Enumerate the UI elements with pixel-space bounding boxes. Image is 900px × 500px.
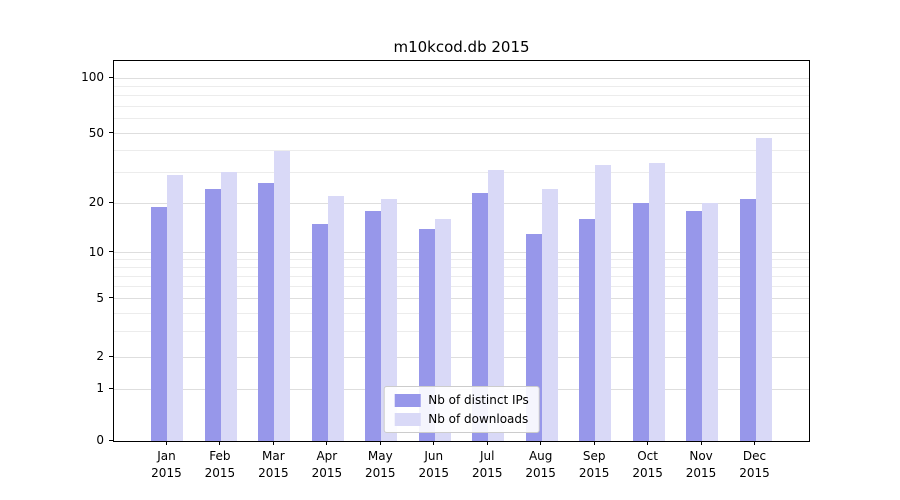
legend: Nb of distinct IPs Nb of downloads	[383, 386, 540, 433]
bar-downloads-apr	[327, 195, 344, 441]
bar-downloads-nov	[702, 203, 719, 441]
bar-downloads-jan	[167, 174, 184, 441]
bar-downloads-oct	[648, 162, 665, 441]
x-tick-year: 2015	[418, 466, 450, 480]
x-tick-year: 2015	[151, 466, 182, 480]
y-tick-label: 20	[88, 195, 104, 210]
x-tick-label: Jul 2015	[452, 448, 522, 482]
minor-gridline	[114, 259, 809, 261]
minor-gridline	[114, 267, 809, 269]
legend-label: Nb of distinct IPs	[428, 393, 529, 407]
x-tick-year: 2015	[578, 466, 610, 480]
x-tick-month: Mar	[262, 449, 285, 463]
legend-item: Nb of distinct IPs	[394, 393, 529, 407]
bar-distinct-ips-mar	[258, 183, 275, 441]
bar-downloads-feb	[220, 172, 237, 441]
x-tick-month: Oct	[637, 449, 658, 463]
bar-downloads-dec	[755, 138, 772, 441]
x-tick-year: 2015	[525, 466, 556, 480]
major-gridline	[114, 252, 809, 254]
minor-gridline	[114, 86, 809, 88]
bar-downloads-aug	[541, 189, 558, 441]
x-tick-label: Oct 2015	[613, 448, 683, 482]
minor-gridline	[114, 106, 809, 108]
x-tick-year: 2015	[685, 466, 717, 480]
x-tick-month: Jul	[479, 449, 495, 463]
plot-area: Nb of distinct IPs Nb of downloads	[113, 60, 810, 442]
x-tick-month: Dec	[742, 449, 767, 463]
chart-title: m10kcod.db 2015	[393, 38, 530, 56]
bar-distinct-ips-nov	[686, 210, 703, 441]
x-tick-label: Jan 2015	[131, 448, 201, 482]
minor-gridline	[114, 276, 809, 278]
legend-item: Nb of downloads	[394, 412, 529, 426]
bar-downloads-sep	[595, 165, 612, 441]
x-tick-month: Feb	[209, 449, 231, 463]
x-tick-label: Dec 2015	[720, 448, 790, 482]
bar-distinct-ips-may	[365, 210, 382, 441]
minor-gridline	[114, 171, 809, 173]
legend-swatch-icon	[394, 393, 421, 407]
y-tick-label: 1	[96, 381, 104, 396]
bar-distinct-ips-apr	[311, 223, 328, 441]
x-tick-label: Apr 2015	[292, 448, 362, 482]
bar-distinct-ips-dec	[739, 199, 756, 441]
minor-gridline	[114, 312, 809, 314]
major-gridline	[114, 77, 809, 79]
x-tick-label: Aug 2015	[506, 448, 576, 482]
y-tick-label: 0	[96, 433, 104, 447]
bar-distinct-ips-sep	[579, 219, 596, 441]
minor-gridline	[114, 286, 809, 288]
y-tick-label: 100	[81, 70, 104, 85]
y-tick-label: 2	[96, 349, 104, 364]
x-tick-month: Apr	[316, 449, 338, 463]
x-tick-label: Sep 2015	[559, 448, 629, 482]
legend-swatch-icon	[394, 412, 421, 426]
bar-distinct-ips-jul	[472, 192, 489, 441]
minor-gridline	[114, 331, 809, 332]
x-tick-year: 2015	[365, 466, 396, 480]
minor-gridline	[114, 118, 809, 120]
major-gridline	[114, 298, 809, 300]
x-tick-month: May	[367, 449, 393, 463]
bar-distinct-ips-oct	[632, 203, 649, 441]
x-tick-month: Jun	[424, 449, 444, 463]
minor-gridline	[114, 95, 809, 97]
x-tick-label: Nov 2015	[666, 448, 736, 482]
x-tick-year: 2015	[632, 466, 663, 480]
y-tick-label: 10	[88, 244, 104, 259]
x-tick-year: 2015	[204, 466, 236, 480]
x-tick-month: Nov	[689, 449, 713, 463]
x-tick-month: Aug	[528, 449, 553, 463]
x-tick-label: May 2015	[345, 448, 415, 482]
legend-label: Nb of downloads	[428, 412, 529, 426]
bar-downloads-jun	[434, 219, 451, 441]
bar-downloads-may	[381, 199, 398, 441]
major-gridline	[114, 202, 809, 204]
bar-downloads-mar	[274, 150, 291, 441]
x-tick-label: Jun 2015	[399, 448, 469, 482]
x-tick-label: Mar 2015	[238, 448, 308, 482]
major-gridline	[114, 133, 809, 135]
bar-downloads-jul	[488, 169, 505, 441]
bar-distinct-ips-jan	[151, 206, 168, 441]
major-gridline	[114, 356, 809, 358]
x-tick-year: 2015	[258, 466, 289, 480]
x-tick-year: 2015	[739, 466, 770, 480]
x-tick-month: Jan	[157, 449, 176, 463]
y-tick-label: 50	[88, 125, 104, 140]
y-tick-label: 5	[96, 290, 104, 305]
x-tick-label: Feb 2015	[185, 448, 255, 482]
x-tick-month: Sep	[582, 449, 606, 463]
x-tick-year: 2015	[471, 466, 503, 480]
minor-gridline	[114, 150, 809, 151]
x-tick-year: 2015	[311, 466, 343, 480]
bar-distinct-ips-feb	[204, 189, 221, 441]
